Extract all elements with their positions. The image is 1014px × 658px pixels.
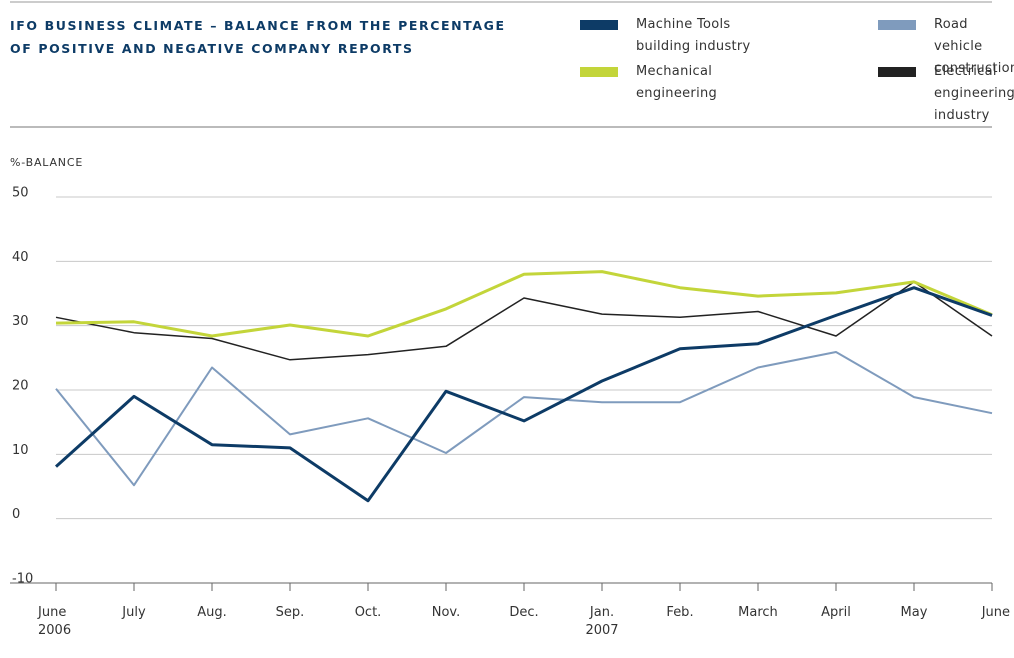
x-tick-label: Aug. bbox=[197, 605, 227, 620]
legend-label: Road vehicle construction bbox=[934, 17, 1014, 76]
legend-swatch bbox=[878, 67, 916, 77]
y-tick-label: 30 bbox=[12, 314, 29, 329]
legend-swatch bbox=[878, 20, 916, 30]
y-tick-label: 10 bbox=[12, 443, 29, 458]
legend-item: Electrical engineering industry bbox=[878, 61, 1014, 127]
x-tick-label: Dec. bbox=[509, 605, 539, 620]
x-tick-label: March bbox=[738, 605, 778, 620]
legend-item: Mechanical engineering bbox=[580, 61, 717, 105]
y-tick-label: 20 bbox=[12, 379, 29, 394]
legend-label: Electrical engineering industry bbox=[934, 64, 1014, 123]
x-tick-label: June 2006 bbox=[38, 605, 72, 638]
x-tick-label: Feb. bbox=[666, 605, 694, 620]
y-tick-label: 40 bbox=[12, 250, 29, 265]
x-tick-label: Jan. 2007 bbox=[585, 605, 619, 638]
y-tick-label: -10 bbox=[12, 572, 33, 587]
chart-title: IFO BUSINESS CLIMATE – BALANCE FROM THE … bbox=[10, 18, 506, 56]
legend-swatch bbox=[580, 67, 618, 77]
legend-item: Road vehicle construction bbox=[878, 14, 1014, 80]
series-line bbox=[55, 351, 993, 487]
y-tick-label: 0 bbox=[12, 507, 20, 522]
legend-item: Machine Tools building industry bbox=[580, 14, 751, 58]
x-tick-label: Nov. bbox=[431, 605, 461, 620]
x-tick-label: Oct. bbox=[354, 605, 382, 620]
series-line bbox=[55, 270, 993, 338]
legend-label: Mechanical engineering bbox=[636, 64, 718, 101]
x-tick-label: June bbox=[981, 605, 1010, 620]
x-tick-label: Sep. bbox=[275, 605, 305, 620]
x-tick-label: April bbox=[821, 605, 851, 620]
series-line bbox=[55, 281, 993, 361]
x-tick-label: May bbox=[900, 605, 928, 620]
y-axis-label: %-BALANCE bbox=[10, 156, 84, 169]
x-tick-label: July bbox=[122, 605, 146, 620]
y-tick-label: 50 bbox=[12, 186, 29, 201]
series-line bbox=[54, 286, 993, 503]
legend-swatch bbox=[580, 20, 618, 30]
legend-label: Machine Tools building industry bbox=[636, 17, 751, 54]
